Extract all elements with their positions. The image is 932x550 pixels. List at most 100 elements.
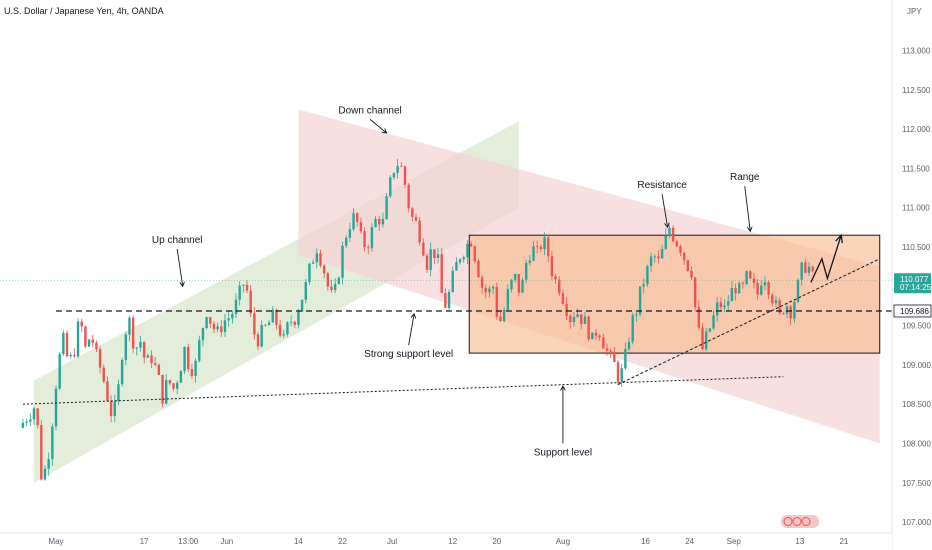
candle-body xyxy=(488,288,491,293)
candle-body xyxy=(359,221,363,232)
candle-body xyxy=(231,313,234,319)
time-tick-label: 13:00 xyxy=(178,537,199,546)
candle-body xyxy=(572,316,576,323)
candle-body xyxy=(201,328,205,341)
candle-body xyxy=(451,270,454,292)
candle-body xyxy=(153,363,157,365)
candle-body xyxy=(98,349,102,368)
candle-body xyxy=(304,282,307,300)
candle-body xyxy=(352,213,355,230)
candle-body xyxy=(76,321,80,357)
candle-body xyxy=(554,276,557,280)
candle-body xyxy=(190,369,194,377)
candle-body xyxy=(756,282,759,295)
candle-body xyxy=(242,284,245,286)
candle-body xyxy=(664,235,667,250)
candle-body xyxy=(458,259,462,263)
candle-body xyxy=(165,380,168,404)
candle-body xyxy=(176,382,179,389)
candle-body xyxy=(319,253,322,266)
candle-body xyxy=(73,354,76,357)
currency-label: JPY xyxy=(907,7,922,16)
candle-body xyxy=(491,286,495,289)
candle-body xyxy=(649,256,653,267)
candle-body xyxy=(749,271,752,279)
time-tick-label: Jul xyxy=(387,537,397,546)
candle-body xyxy=(627,341,631,349)
annotation-label: Strong support level xyxy=(364,349,453,360)
candle-body xyxy=(712,315,715,329)
annotation-arrowhead xyxy=(410,312,417,319)
time-tick-label: 13 xyxy=(795,537,804,546)
price-tick-label: 112.500 xyxy=(902,86,931,95)
support-line xyxy=(22,376,784,405)
candle-body xyxy=(591,332,594,340)
annotation-arrowhead xyxy=(664,222,670,229)
candle-body xyxy=(690,270,693,278)
chart-title: U.S. Dollar / Japanese Yen, 4h, OANDA xyxy=(4,6,164,16)
candle-body xyxy=(32,408,36,420)
candle-body xyxy=(558,279,561,294)
time-tick-label: 22 xyxy=(338,537,347,546)
candle-body xyxy=(642,284,645,287)
current-price-tag xyxy=(894,273,931,294)
candle-body xyxy=(249,290,252,314)
candle-body xyxy=(297,311,300,325)
candle-body xyxy=(227,318,230,321)
time-tick-label: 24 xyxy=(685,537,694,546)
candle-body xyxy=(547,237,550,257)
candle-body xyxy=(109,400,113,417)
annotation-label: Resistance xyxy=(637,180,687,191)
candle-body xyxy=(25,421,28,423)
candle-body xyxy=(576,314,579,317)
candle-body xyxy=(752,278,756,283)
candle-body xyxy=(447,291,451,308)
price-tick-label: 108.500 xyxy=(902,400,931,409)
candle-body xyxy=(807,266,811,273)
candle-body xyxy=(583,316,587,325)
candle-body xyxy=(80,321,83,327)
candle-body xyxy=(536,246,539,247)
candle-body xyxy=(275,309,278,325)
time-tick-label: 14 xyxy=(294,537,303,546)
time-axis[interactable]: May 17 13:00 Jun 14 22 Jul 12 20 Aug 16 24 Sep 13 21 xyxy=(48,537,848,546)
candle-body xyxy=(289,321,293,323)
candle-body xyxy=(161,374,164,404)
candle-body xyxy=(91,339,94,343)
candle-body xyxy=(635,314,638,316)
candle-body xyxy=(286,322,289,335)
candle-body xyxy=(308,263,311,283)
candle-body xyxy=(245,284,249,291)
time-axis-background[interactable] xyxy=(0,533,892,550)
price-tick-label: 108.000 xyxy=(902,440,931,449)
candle-body xyxy=(598,335,601,338)
candle-body xyxy=(411,208,414,217)
candle-body xyxy=(716,302,719,316)
candle-body xyxy=(146,355,150,358)
time-tick-label: Sep xyxy=(727,537,742,546)
candle-body xyxy=(679,246,682,253)
candle-body xyxy=(356,213,359,222)
candle-body xyxy=(51,426,54,460)
candle-body xyxy=(392,172,396,178)
candle-body xyxy=(36,408,39,426)
candle-body xyxy=(466,243,469,258)
candle-body xyxy=(693,277,697,308)
candle-body xyxy=(789,306,792,319)
current-price-value: 110.077 xyxy=(900,275,929,284)
candle-body xyxy=(719,302,723,308)
candle-body xyxy=(609,350,612,352)
candle-body xyxy=(209,317,212,324)
candle-body xyxy=(580,314,583,325)
candle-body xyxy=(517,273,521,293)
candle-body xyxy=(653,256,656,258)
candle-body xyxy=(668,227,671,236)
annotation-label: Up channel xyxy=(152,235,203,246)
candle-body xyxy=(131,317,135,349)
candle-body xyxy=(484,287,487,293)
candle-body xyxy=(767,282,770,295)
candle-body xyxy=(499,316,502,322)
candle-body xyxy=(172,383,175,389)
candle-body xyxy=(657,256,660,259)
